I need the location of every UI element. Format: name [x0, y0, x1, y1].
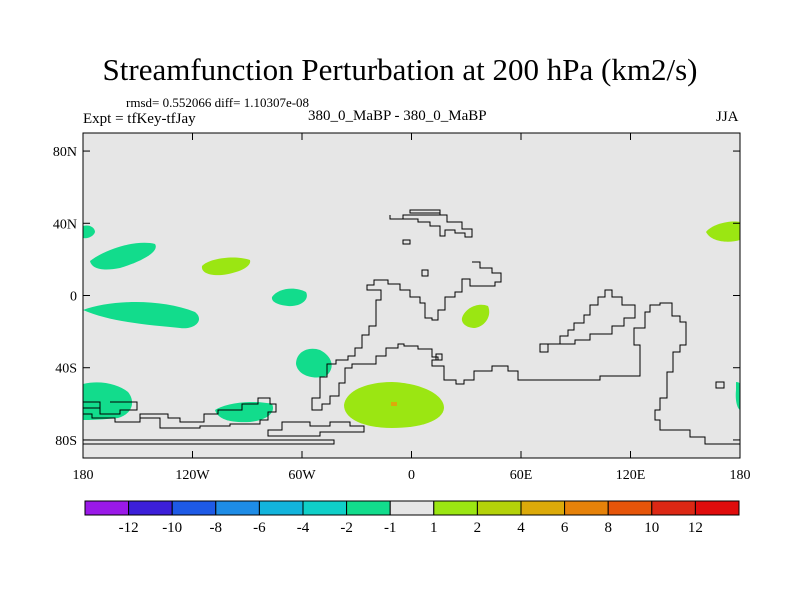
colorbar-label: 4: [517, 520, 525, 536]
negative-region: [735, 382, 740, 410]
negative-region: [296, 348, 332, 378]
longitude-axis: 180 120W 60W 0 60E 120E 180: [73, 133, 751, 483]
x-tick-label: 0: [408, 468, 415, 483]
colorbar: -12 -10 -8 -6 -4 -2 -1 1 2 4 6 8 10 12: [84, 500, 740, 536]
colorbar-label: -4: [297, 520, 310, 536]
colorbar-swatch: [302, 500, 348, 516]
colorbar-swatch: [84, 500, 130, 516]
negative-region: [83, 225, 95, 239]
colorbar-label: -10: [162, 520, 182, 536]
x-tick-label: 120E: [616, 468, 646, 483]
perturbation-regions: [83, 221, 740, 428]
colorbar-swatch: [694, 500, 740, 516]
negative-region: [83, 302, 200, 329]
continent-outline: [267, 421, 365, 437]
colorbar-swatch: [651, 500, 696, 516]
negative-region: [90, 242, 156, 270]
experiment-label: Expt = tfKey-tfJay: [83, 111, 196, 127]
colorbar-label: -6: [253, 520, 266, 536]
case-label: 380_0_MaBP - 380_0_MaBP: [308, 108, 487, 124]
colorbar-label: -8: [210, 520, 223, 536]
y-tick-label: 40S: [55, 362, 77, 377]
colorbar-swatch: [564, 500, 609, 516]
negative-region: [271, 288, 307, 307]
continent-outline: [402, 239, 411, 245]
continent-outline: [99, 401, 138, 415]
negative-region: [215, 402, 274, 423]
colorbar-label: 8: [604, 520, 612, 536]
x-tick-label: 180: [730, 468, 751, 483]
colorbar-label: 12: [688, 520, 703, 536]
colorbar-swatch: [171, 500, 217, 516]
colorbar-swatch: [607, 500, 653, 516]
x-tick-label: 60W: [288, 468, 316, 483]
positive-region: [391, 402, 397, 406]
x-tick-label: 120W: [175, 468, 210, 483]
continent-outline: [389, 209, 473, 238]
stats-label: rmsd= 0.552066 diff= 1.10307e-08: [126, 95, 310, 110]
positive-region: [201, 257, 251, 276]
colorbar-swatch: [346, 500, 391, 516]
colorbar-swatch: [258, 500, 304, 516]
y-tick-label: 0: [70, 290, 77, 305]
continent-outline: [421, 269, 429, 277]
colorbar-swatch: [389, 500, 435, 516]
y-tick-label: 40N: [53, 217, 77, 232]
x-tick-label: 180: [73, 468, 94, 483]
continent-outline: [539, 289, 636, 353]
positive-region: [461, 304, 490, 328]
y-tick-label: 80S: [55, 434, 77, 449]
season-label: JJA: [716, 109, 739, 125]
colorbar-swatch: [476, 500, 522, 516]
colorbar-swatch: [128, 500, 173, 516]
continent-outline: [83, 397, 277, 429]
colorbar-label: 10: [644, 520, 659, 536]
continent-outline: [311, 261, 740, 445]
colorbar-swatch: [215, 500, 260, 516]
plot-title: Streamfunction Perturbation at 200 hPa (…: [102, 52, 698, 87]
latitude-axis: 80N 40N 0 40S 80S: [53, 145, 740, 449]
colorbar-label: 6: [561, 520, 569, 536]
continent-outline: [435, 353, 443, 361]
x-tick-label: 60E: [510, 468, 533, 483]
colorbar-label: -12: [119, 520, 139, 536]
colorbar-label: 1: [430, 520, 438, 536]
colorbar-label: -1: [384, 520, 397, 536]
colorbar-label: -2: [340, 520, 353, 536]
y-tick-label: 80N: [53, 145, 77, 160]
colorbar-swatch: [520, 500, 566, 516]
positive-region: [706, 221, 740, 242]
continent-outline: [715, 381, 725, 389]
colorbar-swatch: [433, 500, 478, 516]
colorbar-label: 2: [474, 520, 482, 536]
